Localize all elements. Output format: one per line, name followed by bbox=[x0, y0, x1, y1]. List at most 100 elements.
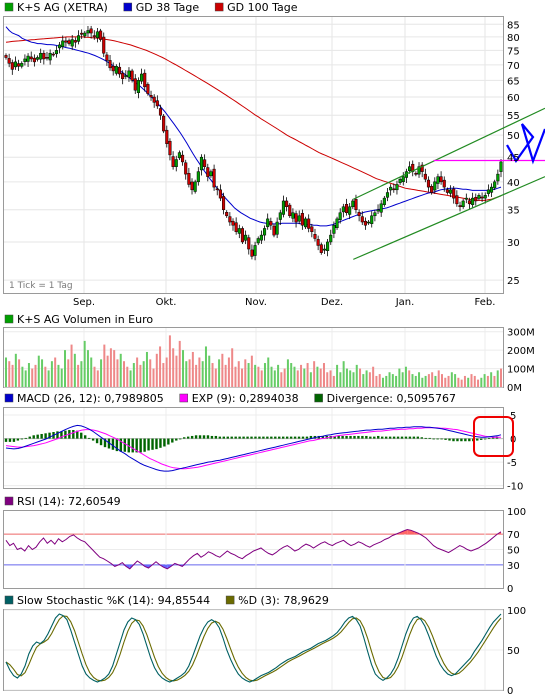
divergence-bar bbox=[186, 436, 190, 439]
candle-body bbox=[326, 241, 330, 251]
candle-body bbox=[117, 66, 122, 75]
divergence-bar bbox=[234, 436, 237, 439]
candle-body bbox=[430, 186, 434, 193]
candle-body bbox=[385, 192, 390, 198]
candle-body bbox=[67, 40, 71, 44]
volume-bar bbox=[129, 370, 132, 387]
y-tick-label: 25 bbox=[507, 276, 520, 287]
volume-bar bbox=[486, 375, 489, 387]
y-tick-label: 50 bbox=[507, 546, 520, 557]
candle-body bbox=[133, 78, 137, 91]
y-tick-label: -10 bbox=[507, 482, 523, 493]
volume-bar bbox=[8, 361, 11, 387]
volume-bar bbox=[431, 372, 434, 387]
divergence-bar bbox=[476, 438, 479, 441]
candle-body bbox=[111, 65, 115, 72]
volume-bar bbox=[214, 368, 217, 387]
volume-bar bbox=[277, 364, 280, 387]
legend-swatch bbox=[225, 595, 235, 605]
candle-body bbox=[187, 173, 191, 185]
legend-label: K+S AG Volumen in Euro bbox=[17, 313, 153, 326]
divergence-bar bbox=[91, 438, 95, 441]
legend-label: Slow Stochastic %K (14): 94,85544 bbox=[17, 594, 210, 607]
legend-swatch bbox=[123, 2, 133, 12]
volume-bar bbox=[463, 375, 466, 387]
candle-body bbox=[338, 212, 342, 220]
divergence-bar bbox=[460, 438, 463, 442]
candle-body bbox=[221, 196, 226, 210]
divergence-bar bbox=[143, 438, 146, 452]
volume-bar bbox=[165, 357, 168, 387]
volume-bar bbox=[372, 366, 375, 387]
candle-body bbox=[348, 206, 352, 215]
candle-body bbox=[297, 215, 301, 222]
y-tick-label: 50 bbox=[507, 131, 520, 142]
candle-body bbox=[58, 44, 62, 49]
candle-body bbox=[452, 188, 456, 199]
divergence-bar bbox=[373, 436, 376, 439]
divergence-bar bbox=[171, 438, 174, 443]
volume-bar bbox=[447, 375, 450, 387]
price-x-axis: Sep. Okt. Nov. Dez. Jan. Feb. bbox=[73, 297, 495, 308]
candle-body bbox=[449, 189, 453, 194]
candle-body bbox=[266, 218, 270, 228]
ma100-path bbox=[5, 36, 502, 201]
divergence-bar bbox=[416, 436, 420, 439]
candle-body bbox=[316, 239, 320, 246]
candle-body bbox=[367, 221, 371, 224]
volume-bar bbox=[254, 364, 257, 387]
legend-swatch bbox=[214, 2, 224, 12]
candle-body bbox=[13, 61, 18, 68]
candle-body bbox=[319, 244, 323, 253]
volume-bar bbox=[290, 363, 293, 387]
divergence-bar bbox=[396, 436, 400, 439]
channel-lower-line bbox=[353, 176, 545, 260]
candle-body bbox=[445, 189, 449, 193]
divergence-bar bbox=[369, 436, 372, 439]
divergence-bar bbox=[44, 433, 47, 439]
candle-body bbox=[436, 176, 440, 184]
candle-body bbox=[250, 249, 254, 257]
volume-bar bbox=[267, 357, 270, 387]
volume-bar bbox=[31, 368, 34, 387]
volume-bar bbox=[201, 361, 204, 387]
volume-bar bbox=[34, 364, 37, 387]
y-tick-label: 40 bbox=[507, 178, 520, 189]
volume-bar bbox=[500, 368, 502, 387]
candle-body bbox=[105, 54, 109, 61]
volume-bar bbox=[313, 361, 316, 387]
divergence-bar bbox=[266, 436, 269, 439]
volume-bar bbox=[142, 361, 145, 387]
x-tick-label: Jan. bbox=[395, 297, 415, 308]
divergence-bar bbox=[151, 438, 154, 450]
ma100-line bbox=[5, 36, 502, 201]
legend-label: RSI (14): 72,60549 bbox=[17, 495, 121, 508]
oversold-fill bbox=[163, 564, 168, 569]
volume-bar bbox=[241, 368, 244, 387]
volume-bar bbox=[67, 359, 70, 387]
divergence-bar bbox=[242, 436, 245, 439]
divergence-bar bbox=[337, 435, 340, 439]
candle-body bbox=[499, 161, 503, 172]
volume-bar bbox=[103, 344, 106, 387]
candle-body bbox=[152, 96, 156, 103]
candle-body bbox=[269, 221, 273, 226]
candle-body bbox=[464, 197, 468, 200]
volume-bar bbox=[300, 364, 303, 387]
volume-bar bbox=[90, 357, 93, 387]
candle-body bbox=[158, 108, 163, 116]
candle-body bbox=[70, 39, 74, 47]
macd-line bbox=[5, 424, 502, 472]
volume-bar bbox=[237, 361, 240, 387]
volume-bar bbox=[234, 366, 237, 387]
candle-body bbox=[162, 115, 166, 132]
candle-body bbox=[73, 40, 77, 43]
divergence-bar bbox=[278, 436, 281, 439]
candle-body bbox=[102, 36, 106, 54]
candle-body bbox=[278, 212, 282, 220]
divergence-bar bbox=[480, 438, 483, 440]
candle-body bbox=[313, 234, 317, 239]
candle-body bbox=[332, 224, 336, 234]
x-tick-label: Dez. bbox=[321, 297, 343, 308]
candle-body bbox=[20, 63, 24, 67]
